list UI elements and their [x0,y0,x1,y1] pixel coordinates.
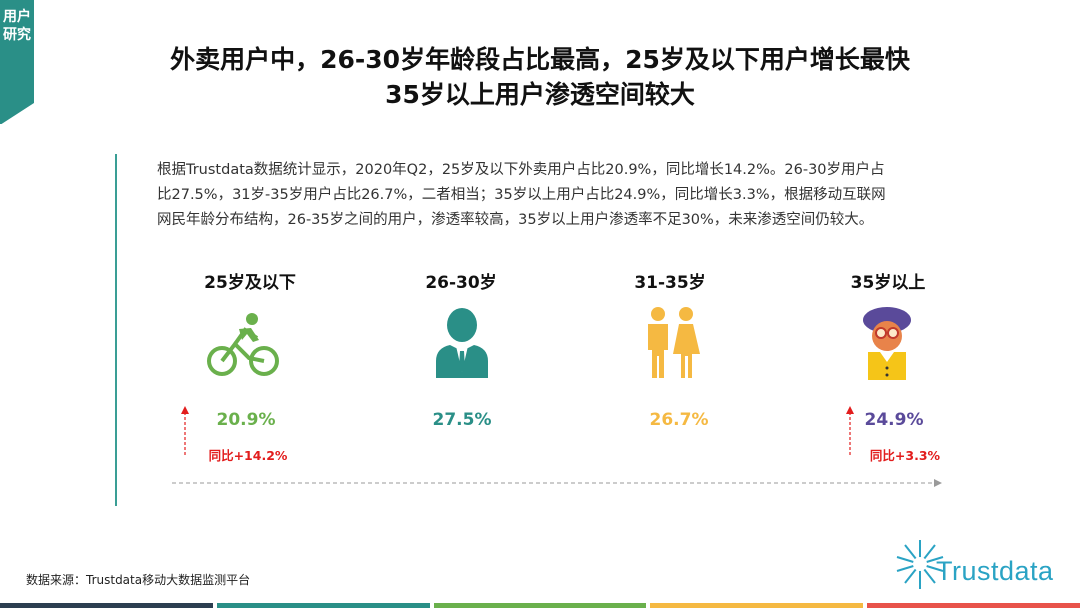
summary-line: 比27.5%，31岁-35岁用户占比26.7%，二者相当；35岁以上用户占比24… [157,187,886,203]
elderly-woman-icon [863,307,911,380]
bottom-bar-segment [0,603,213,608]
segment-value-35-plus: 24.9% [864,410,924,430]
growth-arrow-icon [181,406,189,456]
growth-arrow-icon [846,406,854,456]
bottom-color-bar [0,603,1080,608]
segment-yoy-25-under: 同比+14.2% [208,448,288,463]
summary-line: 网民年龄分布结构，26-35岁之间的用户，渗透率较高，35岁以上用户渗透率不足3… [157,212,874,228]
segment-label-31-35: 31-35岁 [634,273,706,293]
data-source-note: 数据来源：Trustdata移动大数据监测平台 [26,573,251,587]
page-title-line-2: 35岁以上用户渗透空间较大 [385,80,695,109]
segment-yoy-35-plus: 同比+3.3% [869,448,941,463]
segment-label-35-plus: 35岁以上 [850,273,926,293]
bottom-bar-segment [216,603,430,608]
age-timeline-arrow [172,479,942,487]
businessman-icon [436,308,488,378]
summary-paragraph: 根据Trustdata数据统计显示，2020年Q2，25岁及以下外卖用户占比20… [157,158,952,233]
page-title-line-1: 外卖用户中，26-30岁年龄段占比最高，25岁及以下用户增长最快 [170,45,910,74]
segment-label-26-30: 26-30岁 [425,273,497,293]
segment-value-25-under: 20.9% [216,410,276,430]
corner-tab-label: 用户研究 [3,9,31,43]
trustdata-logo-text: Trustdata [936,556,1054,586]
segment-label-25-under: 25岁及以下 [204,273,296,293]
segment-value-31-35: 26.7% [649,410,709,430]
corner-tab: 用户研究 [0,0,34,125]
left-divider-line [115,154,117,506]
bottom-bar-segment [867,603,1080,608]
bottom-bar-segment [433,603,647,608]
summary-line: 根据Trustdata数据统计显示，2020年Q2，25岁及以下外卖用户占比20… [157,162,885,178]
segment-value-26-30: 27.5% [432,410,492,430]
couple-icon [648,307,700,378]
bottom-bar-segment [650,603,864,608]
trustdata-logo-icon [896,540,944,589]
cyclist-icon [207,313,279,376]
